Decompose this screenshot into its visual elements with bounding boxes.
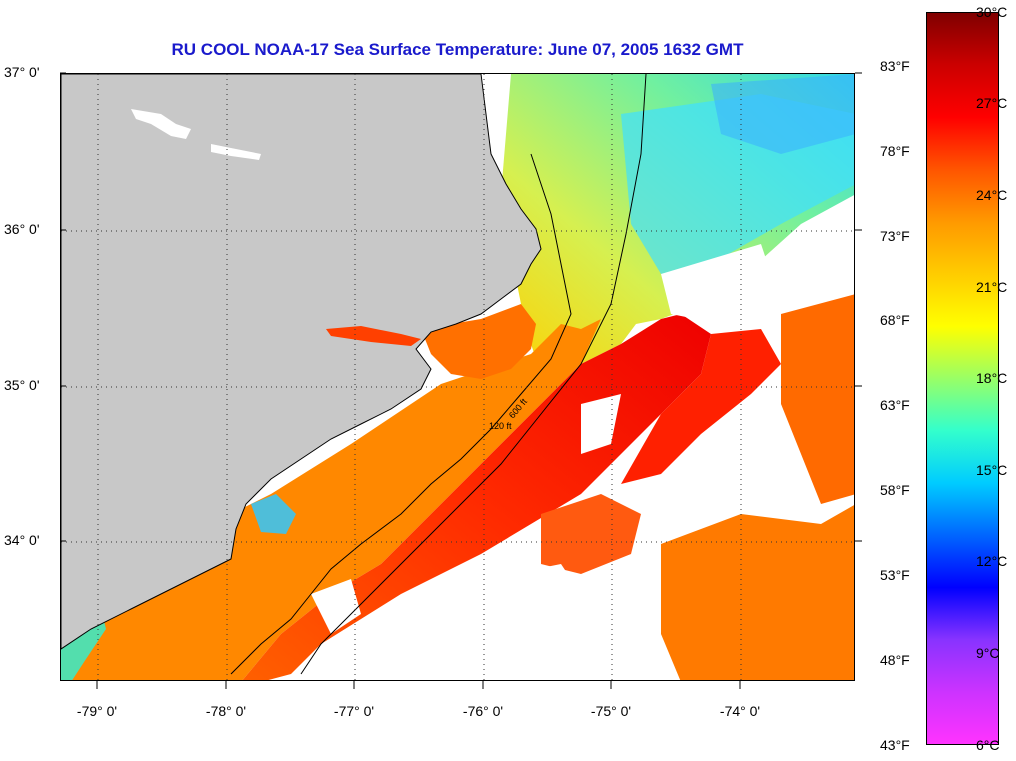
offshore-mid-patch xyxy=(541,494,641,574)
colorbar-c-label-15: 15°C xyxy=(976,462,1008,478)
offshore-east-patch xyxy=(781,294,854,504)
lon-label-76: -76° 0' xyxy=(462,703,504,719)
colorbar-c-label-18: 18°C xyxy=(976,370,1008,386)
land-mass xyxy=(61,74,542,650)
river-north-2 xyxy=(211,144,261,160)
colorbar-f-label-68: 68°F xyxy=(880,312,910,328)
colorbar-f-label-48: 48°F xyxy=(880,652,910,668)
colorbar-c-label-27: 27°C xyxy=(976,95,1008,111)
pamlico-sound xyxy=(421,304,536,379)
colorbar-c-label-9: 9°C xyxy=(976,645,1000,661)
contour-600ft xyxy=(300,74,647,675)
lon-label-79: -79° 0' xyxy=(76,703,118,719)
colorbar-f-label-43: 43°F xyxy=(880,737,910,753)
map-title: RU COOL NOAA-17 Sea Surface Temperature:… xyxy=(171,40,744,59)
lat-label-36: 36° 0' xyxy=(4,221,40,237)
sst-map[interactable]: 120 ft 600 ft xyxy=(60,73,855,681)
contour-120ft xyxy=(230,153,572,675)
lat-label-34: 34° 0' xyxy=(4,532,40,548)
lon-label-74: -74° 0' xyxy=(719,703,761,719)
lat-label-35: 35° 0' xyxy=(4,377,40,393)
contour-label-120: 120 ft xyxy=(489,421,512,431)
river-north xyxy=(131,109,191,139)
shelf-water xyxy=(61,319,601,680)
gulf-stream-east xyxy=(621,329,781,484)
river-sound-inlet xyxy=(326,326,421,346)
cool-patch-onslow xyxy=(251,494,296,534)
colorbar-c-label-21: 21°C xyxy=(976,279,1008,295)
colorbar-f-label-83: 83°F xyxy=(880,58,910,74)
lon-label-77: -77° 0' xyxy=(333,703,375,719)
sst-map-canvas: 120 ft 600 ft xyxy=(61,74,854,680)
temperature-colorbar xyxy=(926,12,999,745)
cloud-gap-4 xyxy=(661,244,781,324)
cloud-gap-3 xyxy=(311,579,361,634)
colorbar-c-label-12: 12°C xyxy=(976,553,1008,569)
lon-label-75: -75° 0' xyxy=(590,703,632,719)
colorbar-c-label-30: 30°C xyxy=(976,4,1008,20)
colorbar-c-label-6: 6°C xyxy=(976,737,1000,753)
colorbar-f-label-73: 73°F xyxy=(880,228,910,244)
offshore-southeast-patch xyxy=(661,505,854,680)
cloud-gap-1 xyxy=(441,564,581,680)
colorbar-f-label-78: 78°F xyxy=(880,143,910,159)
colorbar-f-label-63: 63°F xyxy=(880,397,910,413)
lon-label-78: -78° 0' xyxy=(205,703,247,719)
colorbar-c-label-24: 24°C xyxy=(976,187,1008,203)
lat-label-37: 37° 0' xyxy=(4,64,40,80)
northern-blue-patch xyxy=(711,74,854,154)
colorbar-f-label-58: 58°F xyxy=(880,482,910,498)
colorbar-f-label-53: 53°F xyxy=(880,567,910,583)
cloud-gap-2 xyxy=(581,394,621,454)
